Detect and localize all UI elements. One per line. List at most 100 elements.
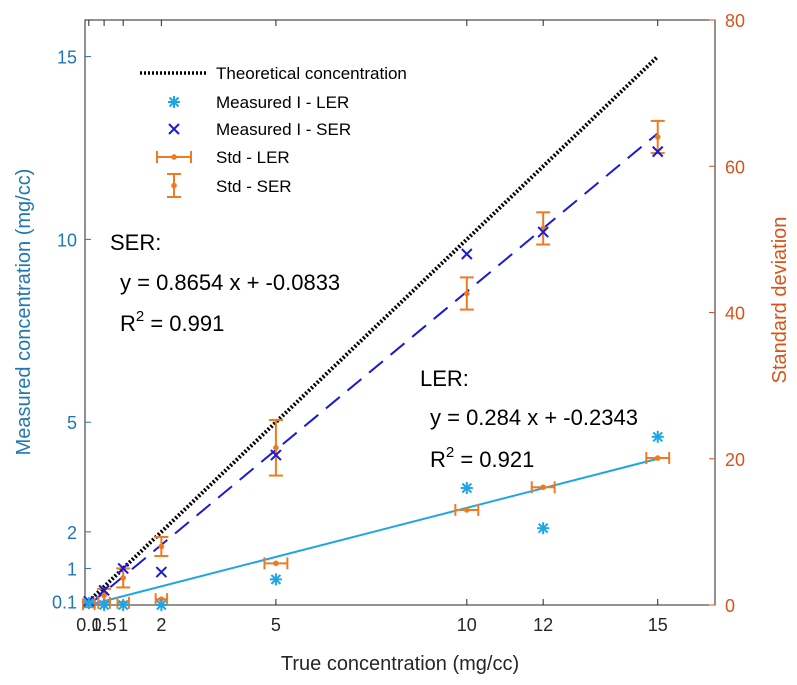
x-tick-label: 12: [533, 615, 553, 635]
std-ser-point: [158, 543, 165, 550]
ser-annotation-title: SER:: [110, 230, 161, 255]
std-ler-point: [273, 560, 279, 567]
measured-ser-point: [537, 226, 549, 238]
measured-ler-stroke: [652, 431, 663, 443]
y-left-tick-label: 2: [67, 523, 77, 543]
ler-annotation-title: LER:: [420, 366, 469, 391]
measured-ler-point: [651, 430, 664, 443]
left-axis-label: Measured concentration (mg/cc): [13, 169, 35, 456]
std-ler-point: [654, 455, 661, 461]
std-ser-point: [120, 575, 126, 581]
legend-item-measured-ser: Measured I - SER: [168, 120, 351, 139]
y-right-tick-label: 40: [725, 304, 745, 324]
y-right-tick-label: 80: [725, 11, 745, 31]
measured-ler-point: [98, 599, 111, 611]
measured-ser-stroke: [98, 584, 110, 597]
std-ser-errorbar: [459, 276, 474, 311]
std-ser-errorbar: [536, 211, 551, 246]
y-left-tick-label: 10: [57, 230, 77, 250]
std-ser-point: [101, 592, 107, 599]
right-axis-ticks: 0 20 40 60 80: [709, 11, 745, 616]
measured-ler-stroke: [461, 482, 473, 494]
theoretical-line: [87, 55, 660, 603]
y-left-tick-label: 5: [67, 413, 77, 433]
legend-item-std-ser: Std - SER: [167, 173, 292, 198]
measured-ler-stroke: [83, 597, 95, 609]
legend-theoretical-label: Theoretical concentration: [216, 64, 407, 83]
std-ser-errorbar: [116, 567, 131, 589]
std-ser-errorbar: [154, 535, 169, 558]
x-tick-label: 0.1: [76, 615, 101, 635]
y-right-tick-label: 20: [725, 450, 745, 470]
measured-ler-stroke: [98, 599, 110, 611]
measured-ler-stroke: [117, 599, 129, 611]
legend-h-errorbar-icon: [156, 151, 192, 163]
y-right-tick-label: 60: [725, 157, 745, 177]
measured-ser-point: [117, 562, 129, 575]
std-ler-errorbar: [645, 452, 671, 465]
measured-ler-point: [117, 599, 130, 611]
std-ser-point: [273, 444, 279, 451]
y-right-tick-label: 0: [725, 596, 735, 616]
measured-ser-point: [155, 566, 168, 578]
measured-ler-stroke: [270, 574, 282, 585]
measured-ler-point: [537, 522, 550, 535]
std-ser-point: [654, 134, 661, 140]
measured-ler-point: [269, 573, 282, 586]
legend-item-measured-ler: Measured I - LER: [168, 93, 349, 112]
x-tick-label: 5: [271, 615, 281, 635]
x-tick-label: 15: [648, 615, 668, 635]
std-ser-errorbar: [650, 119, 665, 155]
measured-ser-stroke: [270, 449, 282, 461]
measured-ler-point: [82, 597, 95, 610]
measured-ser-stroke: [652, 145, 664, 158]
legend-measured-ler-label: Measured I - LER: [216, 93, 349, 112]
measured-ser-point: [652, 145, 664, 158]
std-ler-errorbar: [263, 557, 289, 570]
legend-std-ler-label: Std - LER: [216, 148, 290, 167]
legend: Theoretical concentration Measured I - L…: [140, 64, 407, 198]
ser-annotation-r2: R2 = 0.991: [120, 308, 224, 336]
std-ser-errorbar: [268, 418, 283, 477]
std-ser-point: [464, 290, 470, 297]
ser-annotation-equation: y = 0.8654 x + -0.0833: [120, 270, 340, 295]
measured-ler-point: [460, 482, 473, 494]
measured-ser-point: [270, 449, 282, 461]
x-axis-label: True concentration (mg/cc): [281, 653, 519, 675]
measured-ser-stroke: [117, 562, 129, 575]
right-axis-label: Standard deviation: [769, 217, 791, 384]
ler-annotation-r2: R2 = 0.921: [430, 444, 534, 472]
legend-asterisk-icon: [168, 96, 180, 108]
legend-std-ser-label: Std - SER: [216, 177, 292, 196]
measured-ser-point: [461, 248, 473, 260]
measured-ser-stroke: [155, 566, 168, 578]
measured-ler-stroke: [537, 523, 549, 534]
ser-fit-line: [88, 132, 659, 606]
legend-item-theoretical: Theoretical concentration: [140, 64, 407, 83]
left-axis-ticks: 0.1 1 2 5 10 15: [52, 48, 91, 612]
std-ler-errorbar: [530, 481, 556, 494]
measured-ler-stroke: [156, 599, 167, 611]
legend-item-std-ler: Std - LER: [156, 148, 290, 167]
legend-x-icon: [168, 123, 180, 135]
ler-annotation-equation: y = 0.284 x + -0.2343: [430, 405, 638, 430]
x-tick-label: 2: [156, 615, 166, 635]
std-ser-point: [540, 225, 546, 232]
y-left-tick-label: 15: [57, 48, 77, 68]
ler-fit-line: [88, 457, 658, 606]
std-ler-errorbar: [454, 503, 480, 516]
x-tick-label: 1: [118, 615, 128, 635]
std-ler-point: [464, 507, 470, 513]
y-left-tick-label: 1: [67, 559, 77, 579]
legend-v-errorbar-icon: [167, 173, 181, 198]
measured-ser-point: [98, 584, 110, 597]
series-layer: [81, 55, 671, 611]
x-tick-label: 0.5: [92, 615, 117, 635]
y-left-tick-label: 0.1: [52, 592, 77, 612]
measured-ler-point: [155, 599, 168, 611]
measured-ser-stroke: [537, 226, 549, 238]
measured-ser-stroke: [461, 248, 473, 260]
x-tick-label: 10: [457, 615, 477, 635]
